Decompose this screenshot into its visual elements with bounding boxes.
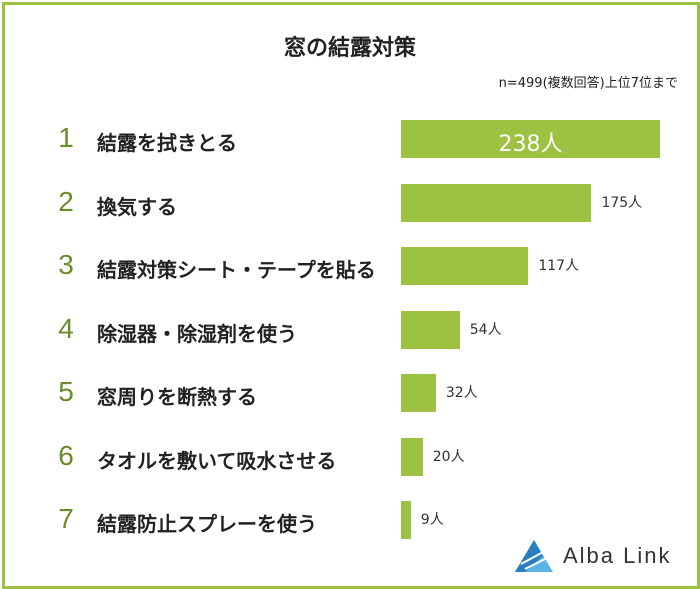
category-label: 窓周りを断熱する bbox=[97, 385, 257, 409]
logo-text: Alba Link bbox=[563, 543, 672, 568]
category-label: 除湿器・除湿剤を使う bbox=[97, 321, 297, 346]
rank-number: 1 bbox=[58, 122, 74, 153]
rank-number: 2 bbox=[58, 185, 74, 217]
chart-title: 窓の結露対策 bbox=[283, 36, 416, 61]
alba-link-logo: Alba Link bbox=[513, 538, 672, 574]
value-label: 238人 bbox=[498, 132, 563, 157]
rank-number: 4 bbox=[58, 312, 74, 344]
rank-number: 6 bbox=[58, 439, 74, 471]
alba-link-logo-icon bbox=[515, 540, 553, 572]
category-label: 結露を拭きとる bbox=[97, 131, 237, 155]
bar bbox=[401, 120, 660, 158]
category-label: 換気する bbox=[97, 194, 177, 219]
bar bbox=[401, 501, 411, 539]
rank-number: 3 bbox=[58, 249, 74, 280]
bar bbox=[401, 310, 460, 349]
value-label: 117人 bbox=[538, 258, 580, 274]
category-label: 結露防止スプレーを使う bbox=[97, 512, 317, 536]
bar bbox=[401, 247, 529, 285]
category-label: タオルを敷いて吸水させる bbox=[97, 448, 337, 473]
value-label: 175人 bbox=[601, 194, 643, 211]
rank-number: 7 bbox=[58, 503, 74, 534]
rank-number: 5 bbox=[58, 376, 74, 407]
category-label: 結露対策シート・テープを貼る bbox=[97, 258, 376, 282]
bar bbox=[401, 437, 423, 476]
value-label: 20人 bbox=[432, 448, 465, 465]
bar bbox=[401, 374, 436, 412]
value-label: 9人 bbox=[420, 512, 444, 528]
bar bbox=[401, 183, 592, 222]
value-label: 32人 bbox=[445, 385, 478, 401]
value-label: 54人 bbox=[469, 321, 502, 338]
chart-subtitle: n=499(複数回答)上位7位まで bbox=[498, 76, 678, 91]
